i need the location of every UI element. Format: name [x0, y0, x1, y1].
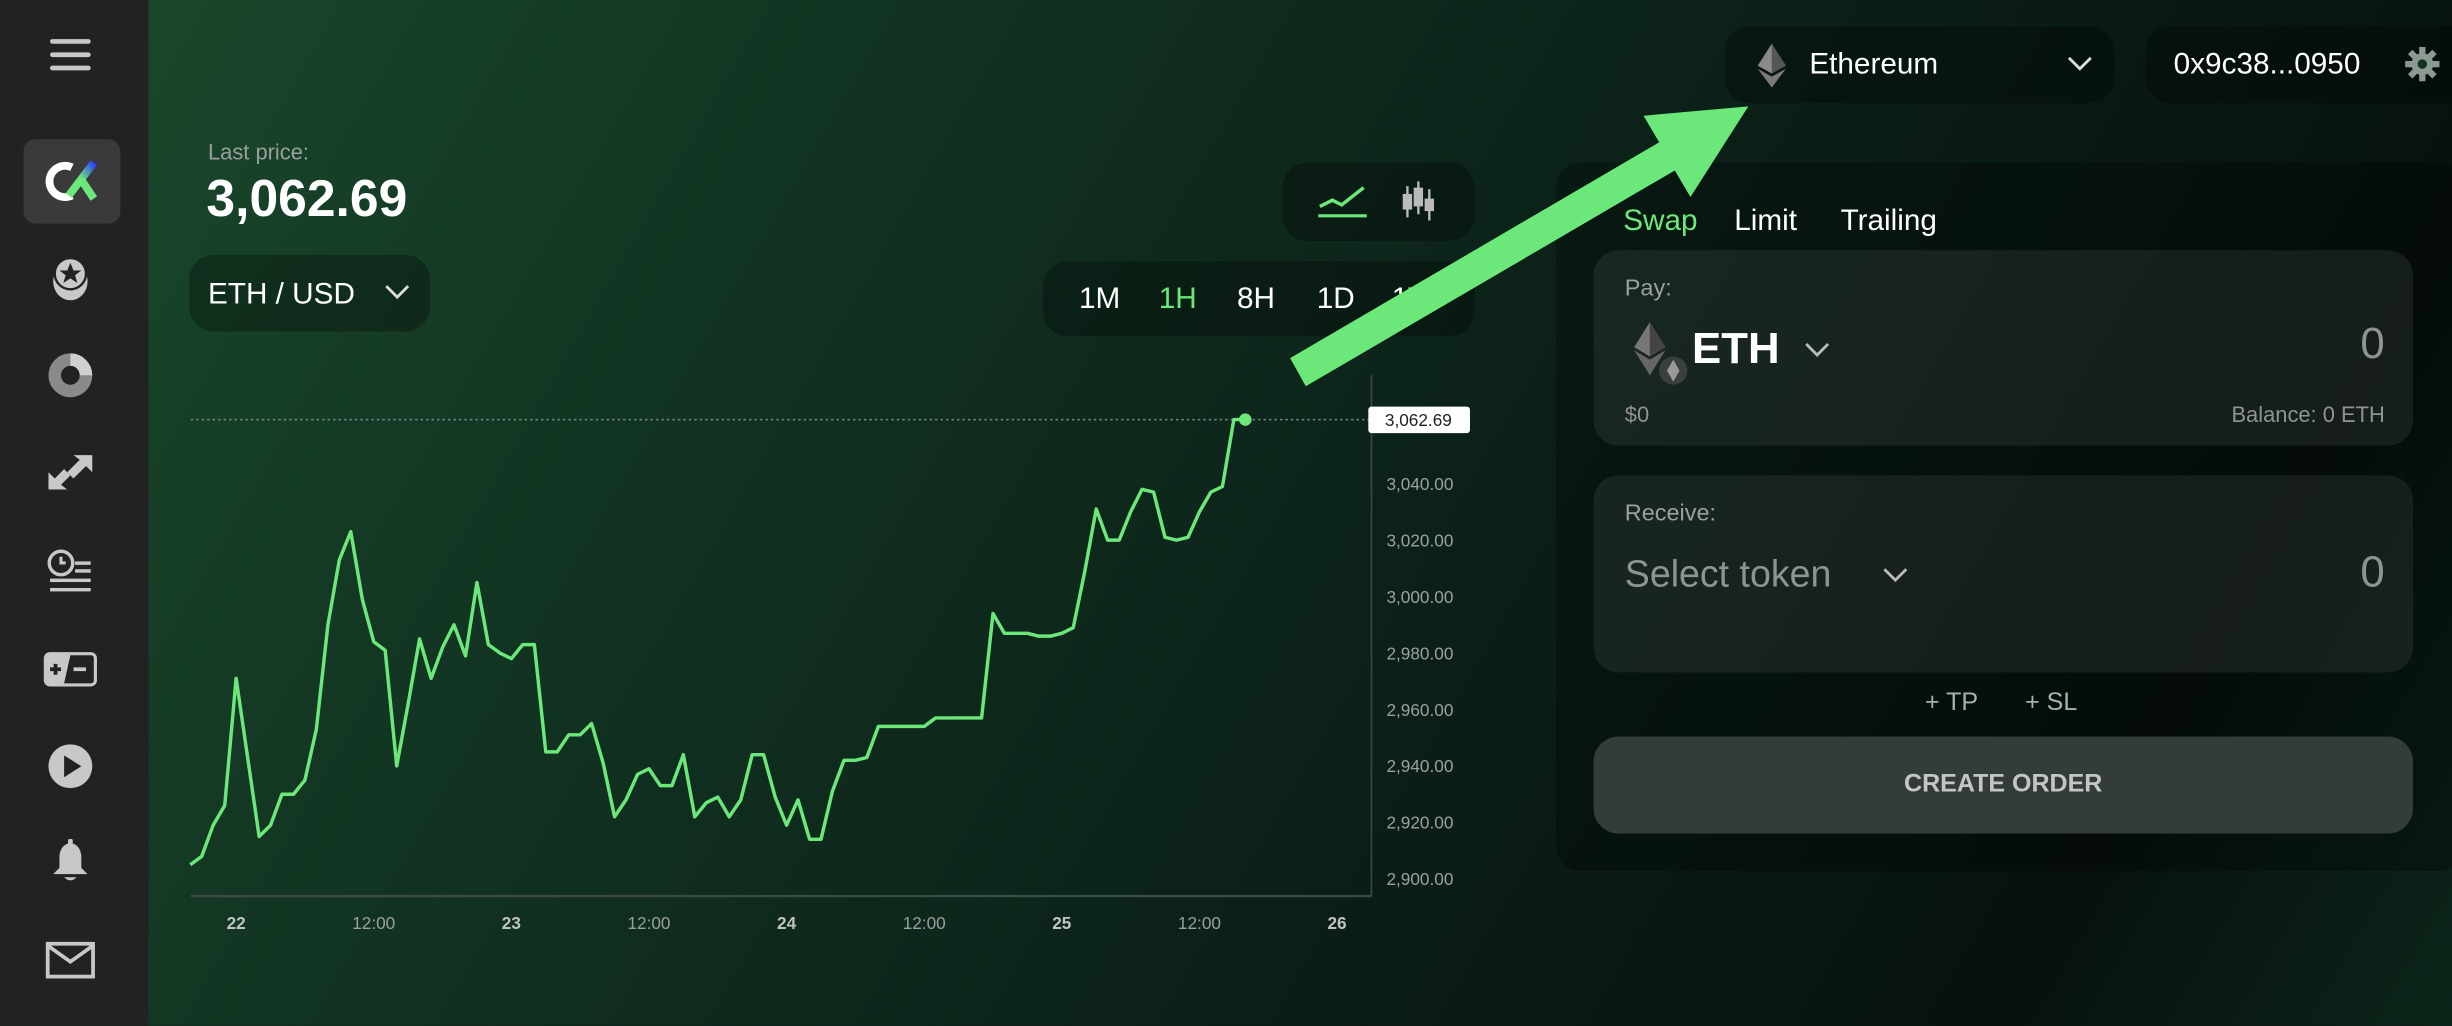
x-tick-label: 12:00 — [627, 913, 670, 933]
x-tick-label: 12:00 — [352, 913, 395, 933]
y-tick-label: 3,040.00 — [1386, 474, 1453, 494]
order-panel: Swap Limit Trailing Pay: ETH 0 $0 Balanc… — [1555, 162, 2452, 872]
receive-amount-input[interactable]: 0 — [2360, 547, 2385, 596]
plus-minus-icon[interactable] — [42, 641, 98, 697]
y-tick-label: 3,020.00 — [1386, 530, 1453, 550]
timeframe-1h[interactable]: 1H — [1158, 283, 1197, 316]
pay-token[interactable]: ETH — [1692, 323, 1780, 373]
donut-chart-icon[interactable] — [42, 347, 98, 403]
stop-loss-button[interactable]: + SL — [2025, 689, 2078, 717]
chevron-down-icon — [2067, 56, 2092, 71]
last-price-dot — [1239, 413, 1252, 426]
wallet-address: 0x9c38...0950 — [2173, 48, 2361, 82]
play-icon[interactable] — [42, 738, 98, 794]
wallet-button[interactable]: 0x9c38...0950 — [2145, 26, 2452, 104]
current-price-tag — [1368, 406, 1470, 434]
logo-icon — [45, 160, 98, 201]
eth-token-icon — [1634, 322, 1688, 385]
last-price-label: Last price: — [207, 139, 309, 165]
network-select[interactable]: Ethereum — [1724, 26, 2115, 104]
x-tick-label: 26 — [1327, 913, 1346, 933]
chevron-down-icon[interactable] — [1803, 341, 1831, 360]
bell-icon[interactable] — [42, 834, 98, 890]
tab-trailing[interactable]: Trailing — [1840, 204, 1937, 238]
pay-label: Pay: — [1624, 275, 1672, 302]
logo-button[interactable] — [23, 139, 121, 224]
star-coin-icon[interactable] — [42, 250, 98, 306]
pay-balance: Balance: 0 ETH — [2231, 401, 2385, 427]
y-tick-label: 2,920.00 — [1386, 813, 1453, 833]
gear-icon[interactable] — [2405, 46, 2440, 82]
create-order-label: CREATE ORDER — [1904, 770, 2103, 798]
network-label: Ethereum — [1809, 48, 1939, 82]
swap-arrows-icon[interactable] — [42, 444, 98, 500]
x-tick-label: 23 — [502, 913, 521, 933]
y-tick-label: 2,980.00 — [1386, 643, 1453, 663]
tab-swap[interactable]: Swap — [1623, 204, 1698, 238]
pay-box: Pay: ETH 0 $0 Balance: 0 ETH — [1593, 250, 2413, 446]
last-price: 3,062.69 — [206, 168, 408, 227]
ethereum-icon — [1757, 43, 1786, 88]
y-tick-label: 2,960.00 — [1386, 700, 1453, 720]
receive-token-select[interactable]: Select token — [1624, 553, 1832, 596]
create-order-button[interactable]: CREATE ORDER — [1593, 736, 2413, 834]
pay-amount-input[interactable]: 0 — [2360, 319, 2385, 368]
clock-list-icon[interactable] — [42, 544, 98, 600]
tab-limit[interactable]: Limit — [1734, 204, 1798, 238]
y-tick-label: 2,900.00 — [1386, 869, 1453, 889]
timeframe-1m[interactable]: 1M — [1079, 283, 1121, 316]
mail-icon[interactable] — [42, 932, 98, 988]
pair-label: ETH / USD — [207, 278, 355, 312]
pair-select[interactable]: ETH / USD — [189, 254, 431, 332]
sidebar — [0, 0, 149, 1026]
chevron-down-icon[interactable] — [1881, 566, 1909, 585]
x-tick-label: 24 — [777, 913, 797, 933]
x-tick-label: 12:00 — [903, 913, 946, 933]
menu-icon[interactable] — [42, 27, 98, 83]
price-line — [189, 417, 1246, 867]
timeframe-8h[interactable]: 8H — [1236, 283, 1275, 316]
x-tick-label: 12:00 — [1178, 913, 1221, 933]
pay-usd-value: $0 — [1624, 401, 1650, 427]
take-profit-button[interactable]: + TP — [1925, 689, 1979, 717]
y-tick-label: 2,940.00 — [1386, 756, 1453, 776]
chevron-down-icon — [385, 285, 410, 300]
y-tick-label: 3,000.00 — [1386, 587, 1453, 607]
x-tick-label: 22 — [227, 913, 246, 933]
receive-box: Receive: Select token 0 — [1593, 475, 2413, 673]
x-tick-label: 25 — [1052, 913, 1072, 933]
receive-label: Receive: — [1624, 500, 1717, 528]
current-price-tag-text: 3,062.69 — [1385, 410, 1452, 430]
